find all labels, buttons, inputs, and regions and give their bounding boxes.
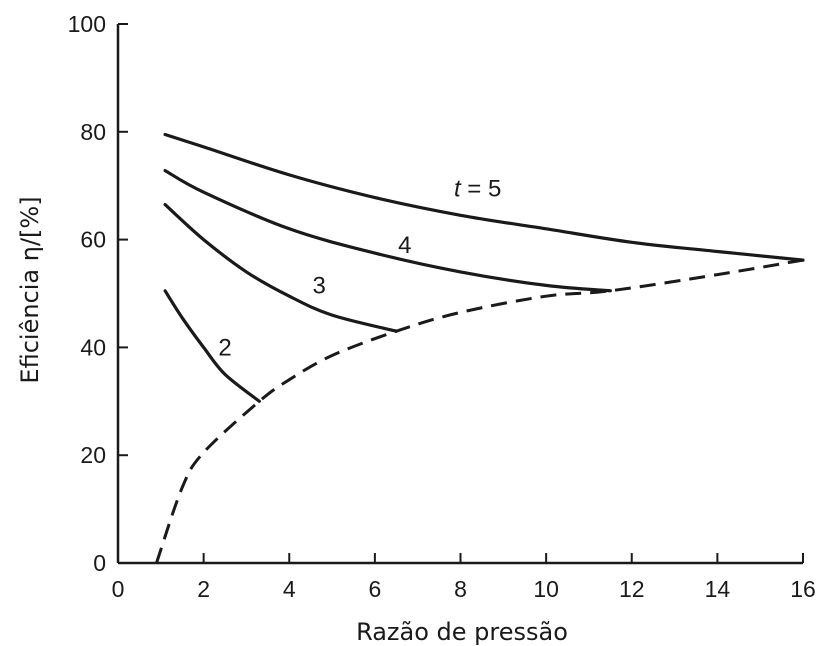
axes — [116, 24, 803, 565]
curve-series-1 — [163, 132, 805, 262]
y-tick-label: 80 — [80, 119, 106, 145]
x-tick-label: 10 — [533, 576, 559, 602]
curve-label-1: t = 5 — [454, 175, 501, 202]
x-tick-label: 12 — [619, 576, 645, 602]
ticks: 0 2 4 6 8 10 12 14 16 0 20 40 60 80 100 — [68, 11, 816, 602]
curve-series-3 — [163, 203, 398, 333]
x-tick-label: 8 — [454, 576, 467, 602]
curve-label-2: 4 — [398, 232, 411, 259]
curve-series-4 — [163, 289, 261, 403]
x-axis-title: Razão de pressão — [356, 618, 568, 646]
curve-label-3: 3 — [313, 273, 326, 300]
y-tick-label: 0 — [93, 550, 106, 576]
optimum-dashed-curve — [155, 258, 804, 564]
y-axis-title: Eficiência η/[%] — [16, 196, 44, 383]
curve-series-2 — [163, 169, 612, 293]
y-tick-label: 20 — [80, 442, 106, 468]
curves — [155, 132, 805, 564]
x-tick-label: 0 — [112, 576, 125, 602]
x-tick-label: 2 — [197, 576, 210, 602]
curve-label-t: t — [454, 175, 462, 202]
x-tick-label: 6 — [368, 576, 381, 602]
y-tick-label: 100 — [68, 11, 106, 37]
curve-label-rest: = 5 — [461, 175, 502, 202]
x-tick-label: 14 — [705, 576, 731, 602]
curve-labels: t = 5 4 3 2 — [218, 175, 501, 361]
x-tick-label: 16 — [790, 576, 816, 602]
y-tick-label: 40 — [80, 334, 106, 360]
x-tick-label: 4 — [283, 576, 296, 602]
y-tick-label: 60 — [80, 227, 106, 253]
curve-label-4: 2 — [218, 334, 231, 361]
